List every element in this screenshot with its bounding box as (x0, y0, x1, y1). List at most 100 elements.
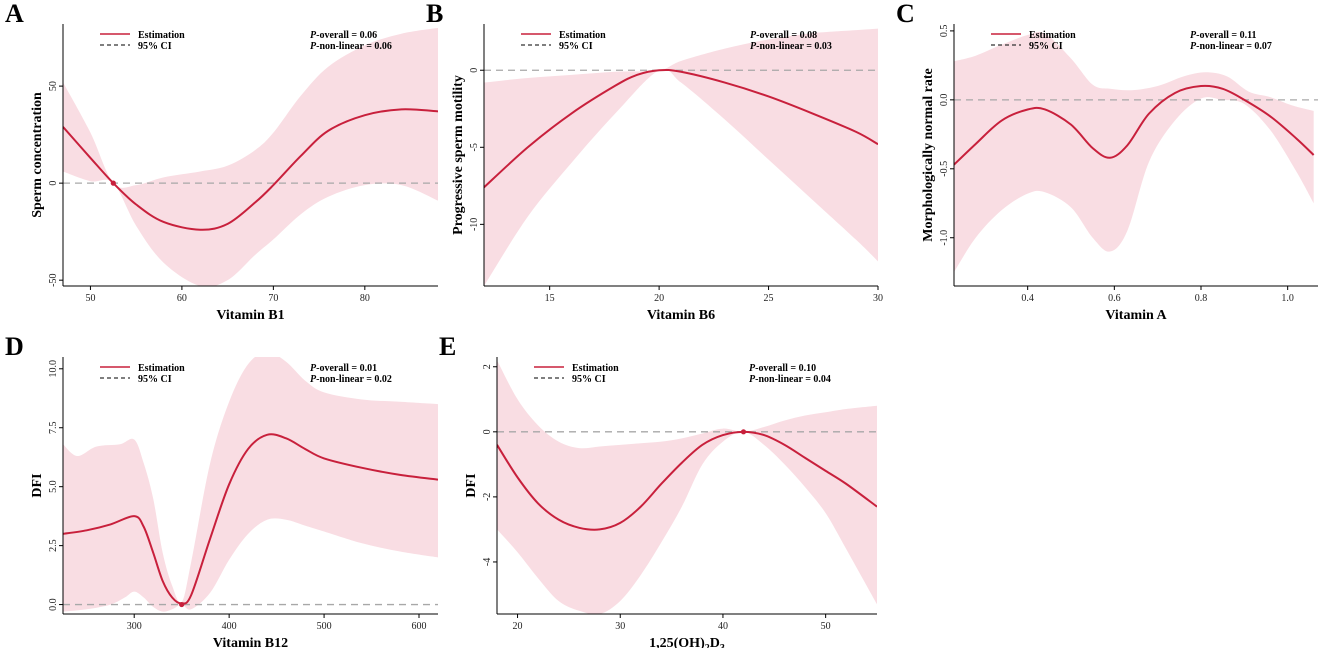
panel-d-letter: D (5, 332, 24, 361)
panel-d-p-values: P-overall = 0.01P-non-linear = 0.02 (310, 363, 392, 385)
panel-e-x-tick-label: 20 (513, 621, 523, 632)
panel-b-y-tick-label: -5 (469, 143, 480, 151)
panel-e: E 20 30 40 50 -4 -2 0 2 1,25(OH)2D3 DFI Estimation9… (439, 332, 877, 648)
panel-e-y-tick-label: -4 (482, 558, 493, 566)
panel-b-x-axis-title: Vitamin B6 (647, 308, 715, 323)
panel-e-p-values: P-overall = 0.10P-non-linear = 0.04 (749, 363, 831, 385)
panel-a-x-tick-label: 80 (360, 293, 370, 304)
panel-c-p-overall-text: P-overall = 0.11 (1190, 30, 1257, 41)
panel-b-estimate-line (484, 68, 878, 189)
panel-c-legend-estimation-label: Estimation (1029, 30, 1076, 41)
panel-d-y-tick-label: 2.5 (48, 539, 59, 552)
panel-e-y-tick-label: -2 (482, 493, 493, 501)
panel-b-x-tick-label: 30 (873, 293, 883, 304)
panel-a-estimate-line (63, 108, 438, 231)
panel-d-y-tick-label: 7.5 (48, 421, 59, 434)
panel-c-p-nonlinear-text: P-non-linear = 0.07 (1190, 41, 1272, 52)
panel-a-y-tick-label: -50 (48, 274, 59, 287)
panel-e-ci-band (497, 360, 877, 614)
panel-a-legend-ci-label: 95% CI (138, 41, 172, 52)
panel-a-y-axis-title: Sperm concentration (30, 92, 45, 218)
panel-c-y-axis-title: Morphologically normal rate (921, 68, 936, 241)
panel-c-x-tick-label: 1.0 (1281, 293, 1294, 304)
panel-e-legend-ci-label: 95% CI (572, 374, 606, 385)
panel-c-x-tick-label: 0.4 (1021, 293, 1034, 304)
panel-b: B 15 20 25 30 -10 -5 0 Vitamin B6 Progressive spe… (426, 0, 883, 323)
panel-a-y-tick-label: 50 (48, 81, 59, 91)
panel-b-p-values: P-overall = 0.08P-non-linear = 0.03 (750, 30, 832, 52)
panel-e-x-axis-title: 1,25(OH)2D3 (649, 636, 725, 648)
panel-b-x-tick-label: 25 (764, 293, 774, 304)
panel-b-y-tick-label: 0 (469, 68, 480, 73)
panel-c-estimate-line (954, 84, 1315, 166)
panel-a-ci-band (63, 27, 438, 286)
panel-a-p-nonlinear-text: P-non-linear = 0.06 (310, 41, 392, 52)
panel-e-knot-point (740, 429, 747, 435)
panel-a-x-axis-title: Vitamin B1 (216, 308, 284, 323)
panel-d-p-nonlinear-text: P-non-linear = 0.02 (310, 374, 392, 385)
panel-c-y-tick-label: -1.0 (939, 230, 950, 246)
panel-d-ci-band (63, 357, 438, 612)
panel-e-letter: E (439, 332, 456, 361)
panel-d-y-tick-label: 5.0 (48, 480, 59, 493)
panel-a: A 50 60 70 80 -50 0 50 Vitamin B1 Sperm concentra… (5, 0, 438, 323)
panel-d: D 300 400 500 600 0.0 2.5 5.0 7.5 10.0 Vitamin B12… (5, 332, 438, 648)
panel-a-p-values: P-overall = 0.06P-non-linear = 0.06 (310, 30, 392, 52)
panel-b-letter: B (426, 0, 443, 28)
panel-e-legend-estimation-label: Estimation (572, 363, 619, 374)
panel-e-y-axis-title: DFI (464, 473, 479, 497)
panel-c-x-tick-label: 0.8 (1195, 293, 1208, 304)
panel-e-estimate-line (497, 430, 877, 531)
panel-c-y-tick-label: -0.5 (939, 161, 950, 177)
panel-d-legend-estimation-label: Estimation (138, 363, 185, 374)
panel-c-x-tick-label: 0.6 (1108, 293, 1121, 304)
panel-a-x-tick-label: 60 (177, 293, 187, 304)
panel-c-p-values: P-overall = 0.11P-non-linear = 0.07 (1190, 30, 1272, 52)
panel-d-x-tick-label: 300 (127, 621, 142, 632)
panel-b-p-nonlinear-text: P-non-linear = 0.03 (750, 41, 832, 52)
panel-e-y-tick-label: 0 (482, 429, 493, 434)
panel-d-x-tick-label: 500 (317, 621, 332, 632)
panel-d-y-tick-label: 10.0 (48, 360, 59, 378)
panel-c-ci-band (954, 31, 1314, 273)
panel-e-p-nonlinear-text: P-non-linear = 0.04 (749, 374, 831, 385)
panel-b-y-tick-label: -10 (469, 218, 480, 231)
panel-d-legend-ci-label: 95% CI (138, 374, 172, 385)
panel-d-p-overall-text: P-overall = 0.01 (310, 363, 377, 374)
panel-c: C 0.4 0.6 0.8 1.0 -1.0 -0.5 0.0 0.5 Vitamin A Morp… (896, 0, 1318, 323)
panel-d-estimate-line (63, 433, 438, 605)
panel-d-x-axis-title: Vitamin B12 (213, 636, 288, 648)
panel-a-letter: A (5, 0, 24, 28)
panel-d-knot-point (179, 601, 185, 608)
panel-b-ci-band (484, 28, 878, 286)
panel-d-x-tick-label: 400 (222, 621, 237, 632)
panel-d-y-tick-label: 0.0 (48, 598, 59, 611)
panel-e-y-tick-label: 2 (482, 364, 493, 369)
panel-a-x-tick-label: 70 (268, 293, 278, 304)
panel-e-p-overall-text: P-overall = 0.10 (749, 363, 816, 374)
panel-b-legend-estimation-label: Estimation (559, 30, 606, 41)
panel-c-y-tick-label: 0.0 (939, 94, 950, 107)
panel-c-x-axis-title: Vitamin A (1105, 308, 1167, 323)
panel-a-p-overall-text: P-overall = 0.06 (310, 30, 377, 41)
panel-a-legend-estimation-label: Estimation (138, 30, 185, 41)
panel-b-legend-ci-label: 95% CI (559, 41, 593, 52)
panel-c-letter: C (896, 0, 915, 28)
panel-b-x-tick-label: 15 (545, 293, 555, 304)
panel-e-x-tick-label: 50 (821, 621, 831, 632)
panel-a-y-tick-label: 0 (48, 181, 59, 186)
panel-d-x-tick-label: 600 (412, 621, 427, 632)
panel-e-x-tick-label: 30 (615, 621, 625, 632)
panel-a-x-tick-label: 50 (85, 293, 95, 304)
panel-c-legend-ci-label: 95% CI (1029, 41, 1063, 52)
panel-b-y-axis-title: Progressive sperm motility (451, 75, 466, 235)
panel-b-x-tick-label: 20 (654, 293, 664, 304)
panel-d-y-axis-title: DFI (30, 473, 45, 497)
panel-c-y-tick-label: 0.5 (939, 25, 950, 38)
panel-e-x-tick-label: 40 (718, 621, 728, 632)
